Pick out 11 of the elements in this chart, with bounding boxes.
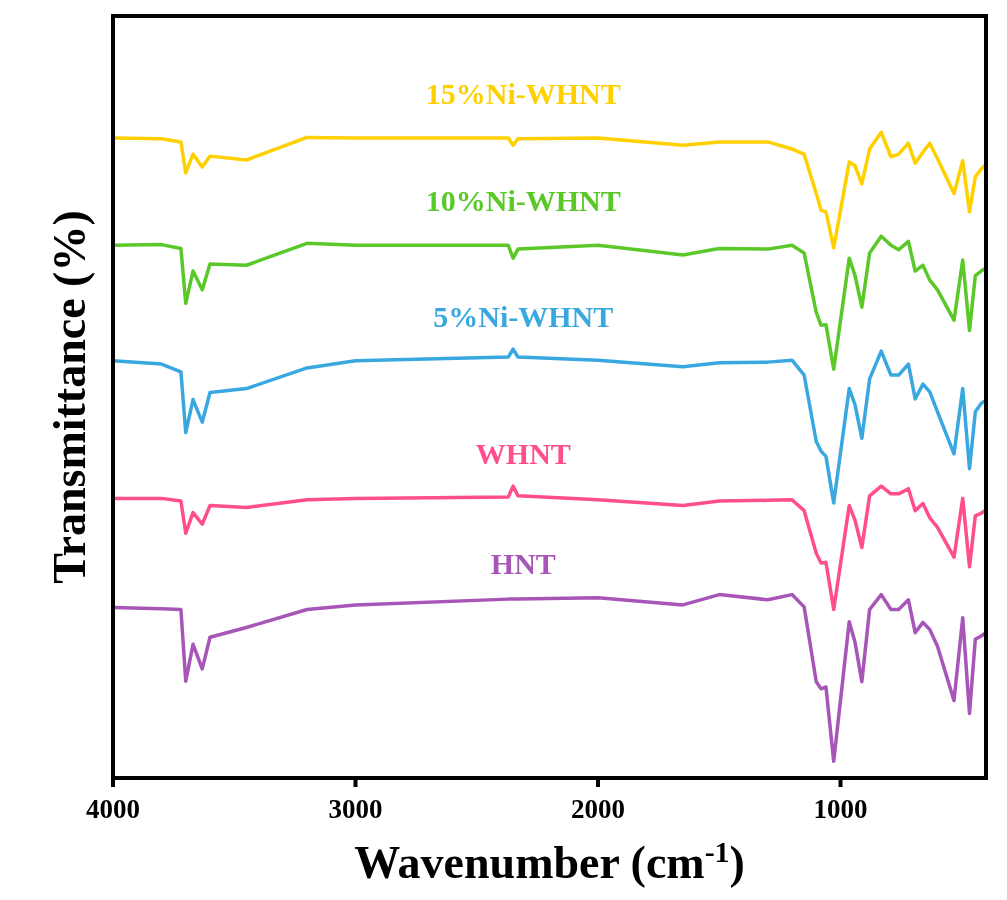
- x-tick-label: 4000: [86, 794, 140, 824]
- x-tick-label: 3000: [328, 794, 383, 824]
- x-tick-label: 2000: [571, 794, 625, 824]
- series-label: 10%Ni-WHNT: [425, 184, 621, 218]
- series-label: 5%Ni-WHNT: [433, 299, 614, 333]
- series-label: 15%Ni-WHNT: [425, 77, 621, 111]
- series-label: WHNT: [475, 437, 571, 471]
- x-tick-label: 1000: [813, 794, 868, 824]
- y-axis-title: Transmittance (%): [44, 210, 95, 584]
- series-label: HNT: [490, 546, 556, 580]
- x-axis-title: Wavenumber (cm$^{-1}$): [354, 834, 745, 888]
